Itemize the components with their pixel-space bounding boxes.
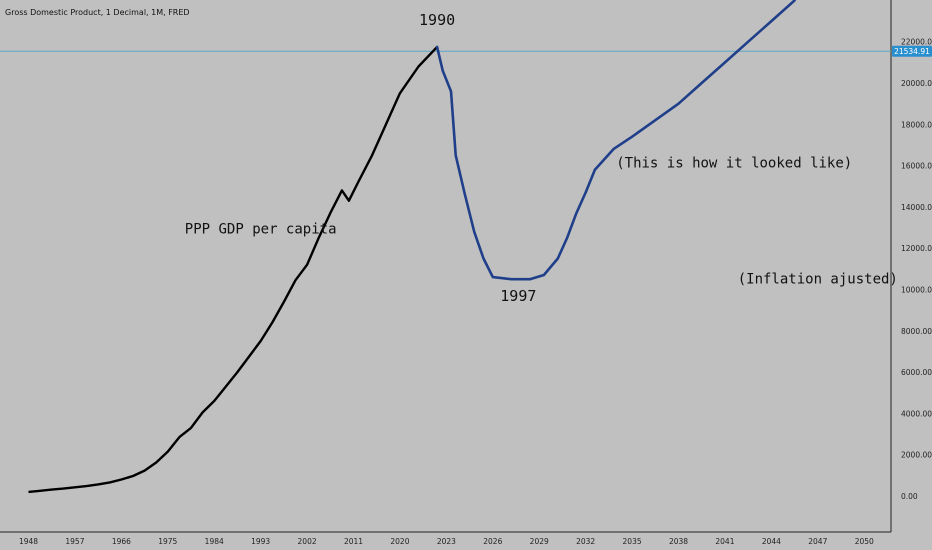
- x-tick-label: 2032: [576, 537, 595, 546]
- y-tick-label: 12000.00: [901, 244, 932, 253]
- annotation-label: (This is how it looked like): [616, 156, 852, 172]
- x-tick-label: 1948: [19, 537, 38, 546]
- y-tick-label: 10000.00: [901, 286, 932, 295]
- y-tick-label: 8000.00: [901, 327, 932, 336]
- y-axis-ticks: 0.00 2000.00 4000.00 6000.00 8000.00 10000.00…: [901, 38, 932, 501]
- y-tick-label: 4000.00: [901, 409, 932, 418]
- x-axis-ticks: 1948 1957 1966 1975 1984 1993 2002 2011 2020 2023…: [19, 537, 874, 546]
- chart-annotations: 1990 1997 PPP GDP per capita (This is how i…: [185, 11, 898, 305]
- x-tick-label: 2023: [437, 537, 456, 546]
- x-tick-label: 2035: [623, 537, 642, 546]
- x-tick-label: 1975: [158, 537, 177, 546]
- x-tick-label: 2038: [669, 537, 688, 546]
- y-tick-label: 16000.00: [901, 162, 932, 171]
- x-tick-label: 2002: [298, 537, 317, 546]
- x-tick-label: 2050: [855, 537, 874, 546]
- historical-gdp-line: [28, 46, 438, 494]
- x-tick-label: 2029: [530, 537, 549, 546]
- x-tick-label: 2044: [762, 537, 781, 546]
- x-tick-label: 2041: [715, 537, 734, 546]
- x-tick-label: 1957: [65, 537, 84, 546]
- x-tick-label: 2047: [808, 537, 827, 546]
- annotation-label: 1990: [419, 11, 455, 29]
- chart-header-title: Gross Domestic Product, 1 Decimal, 1M, F…: [5, 8, 190, 17]
- y-tick-label: 18000.00: [901, 120, 932, 129]
- hypothetical-gdp-line: [435, 0, 796, 281]
- annotation-label: PPP GDP per capita: [185, 222, 337, 238]
- price-tag-label: 21534.91: [894, 47, 930, 56]
- annotation-label: 1997: [500, 287, 536, 305]
- x-tick-label: 1966: [112, 537, 131, 546]
- y-tick-label: 20000.00: [901, 79, 932, 88]
- x-tick-label: 2026: [483, 537, 502, 546]
- x-tick-label: 2020: [390, 537, 409, 546]
- y-tick-label: 0.00: [901, 492, 918, 501]
- price-tag-background: [892, 45, 932, 57]
- y-tick-label: 2000.00: [901, 451, 932, 460]
- current-price-tag: 21534.91: [892, 45, 932, 57]
- x-tick-label: 1993: [251, 537, 270, 546]
- y-tick-label: 14000.00: [901, 203, 932, 212]
- annotation-label: (Inflation ajusted): [738, 271, 898, 287]
- x-tick-label: 2011: [344, 537, 363, 546]
- y-tick-label: 6000.00: [901, 368, 932, 377]
- y-tick-label: 22000.00: [901, 38, 932, 47]
- x-tick-label: 1984: [205, 537, 224, 546]
